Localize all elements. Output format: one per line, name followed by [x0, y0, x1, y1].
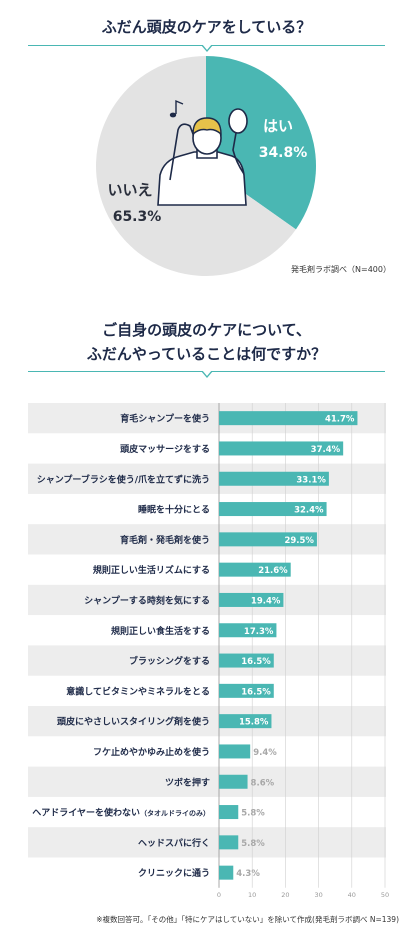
category-label-note: （タオルドライのみ）: [140, 809, 210, 818]
category-label-main: ヘアドライヤーを使わない: [32, 807, 140, 819]
bar: [219, 653, 274, 668]
value-label: 8.6%: [251, 778, 275, 788]
category-label-main: 睡眠を十分にとる: [138, 504, 210, 516]
value-label: 5.8%: [241, 809, 265, 819]
category-label: 育毛シャンプーを使う: [120, 413, 210, 425]
category-label-main: 意識してビタミンやミネラルをとる: [66, 685, 210, 697]
bar-title: ご自身の頭皮のケアについて、 ふだんやっていることは何ですか？: [0, 318, 413, 366]
value-label: 33.1%: [296, 475, 326, 485]
bar: [219, 441, 344, 456]
category-label-main: 育毛シャンプーを使う: [120, 413, 210, 425]
value-label: 9.4%: [253, 748, 277, 758]
value-label: 21.6%: [258, 566, 288, 576]
category-label-main: クリニックに通う: [138, 867, 210, 879]
category-label-main: 規則正しい生活リズムにする: [93, 564, 210, 576]
bar: [219, 623, 277, 638]
bar: [219, 744, 251, 759]
x-tick-label: 20: [281, 891, 289, 899]
value-label: 29.5%: [284, 536, 314, 546]
category-label-main: 頭皮にやさしいスタイリング剤を使う: [57, 716, 210, 728]
category-label: 規則正しい食生活をする: [111, 625, 210, 637]
category-label-main: ブラッシングをする: [129, 655, 210, 667]
bar: [219, 502, 327, 517]
bar: [219, 471, 329, 486]
value-label: 37.4%: [311, 445, 341, 455]
category-label-main: 頭皮マッサージをする: [120, 443, 210, 455]
person-illustration-icon: [157, 99, 248, 206]
category-label: 意識してビタミンやミネラルをとる: [66, 685, 210, 697]
category-label-main: ヘッドスパに行く: [138, 837, 210, 849]
bar: [219, 774, 248, 789]
category-label: フケ止めやかゆみ止めを使う: [93, 746, 210, 758]
pie-label-no: いいえ: [107, 181, 152, 199]
category-label-main: 育毛剤・発毛剤を使う: [120, 534, 210, 546]
category-label-main: シャンプーブラシを使う/爪を立てずに洗う: [37, 473, 210, 485]
value-label: 5.8%: [241, 839, 265, 849]
bar: [219, 714, 272, 729]
pie-label-yes: はい: [263, 117, 293, 135]
value-label: 16.5%: [241, 657, 271, 667]
row-background: [28, 524, 386, 555]
bar: [219, 865, 234, 880]
value-label: 16.5%: [241, 687, 271, 697]
x-tick-label: 10: [248, 891, 256, 899]
category-label-main: 規則正しい食生活をする: [111, 625, 210, 637]
category-label-main: シャンプーする時刻を気にする: [84, 594, 210, 606]
category-label: ヘアドライヤーを使わない（タオルドライのみ）: [32, 807, 210, 819]
x-tick-label: 40: [348, 891, 356, 899]
category-label-main: ツボを押す: [165, 776, 210, 788]
bar: [219, 532, 317, 547]
footnote: ※複数回答可。「その他」「特にケアはしていない」を除いて作成(発毛剤ラボ調べ N…: [96, 915, 399, 924]
bar: [219, 835, 239, 850]
value-label: 19.4%: [251, 596, 281, 606]
row-background: [28, 645, 386, 676]
x-tick-label: 0: [217, 891, 221, 899]
bar-title-line1: ご自身の頭皮のケアについて、: [102, 321, 311, 339]
pie-slice-yes: [206, 56, 316, 230]
category-label: 睡眠を十分にとる: [138, 504, 210, 516]
bar-title-line2: ふだんやっていることは何ですか？: [86, 345, 327, 363]
pie-chart: はい 34.8% いいえ 65.3%: [95, 56, 316, 276]
row-background: [28, 584, 386, 616]
source-note: 発毛剤ラボ調べ（N=400）: [291, 265, 391, 274]
value-label: 41.7%: [325, 415, 355, 425]
value-label: 4.3%: [236, 869, 260, 879]
bar: [219, 683, 274, 698]
category-label: 規則正しい生活リズムにする: [93, 564, 210, 576]
row-background: [28, 827, 386, 858]
bar: [219, 411, 358, 426]
row-background: [28, 463, 386, 494]
category-label: シャンプーする時刻を気にする: [84, 594, 210, 606]
category-label: 頭皮マッサージをする: [120, 443, 210, 455]
value-label: 32.4%: [294, 506, 324, 516]
value-label: 15.8%: [239, 718, 269, 728]
category-label: クリニックに通う: [138, 867, 210, 879]
bar: [219, 805, 239, 820]
x-tick-label: 30: [314, 891, 322, 899]
row-background: [28, 706, 386, 737]
row-background: [28, 766, 386, 797]
category-label: ブラッシングをする: [129, 655, 210, 667]
category-label: シャンプーブラシを使う/爪を立てずに洗う: [37, 473, 210, 485]
title-rule-notch: [201, 44, 213, 52]
value-label: 17.3%: [244, 627, 274, 637]
title-rule-notch-bottom: [201, 370, 213, 378]
pie-title: ふだん頭皮のケアをしている？: [101, 18, 312, 36]
category-label: ヘッドスパに行く: [138, 837, 210, 849]
bar: [219, 592, 284, 607]
row-background: [28, 403, 386, 434]
x-tick-label: 50: [381, 891, 389, 899]
category-label-main: フケ止めやかゆみ止めを使う: [93, 746, 210, 758]
pie-value-no: 65.3%: [113, 209, 162, 225]
pie-value-yes: 34.8%: [259, 145, 308, 161]
bar: [219, 562, 291, 577]
category-label: ツボを押す: [165, 776, 210, 788]
category-label: 育毛剤・発毛剤を使う: [120, 534, 210, 546]
category-label: 頭皮にやさしいスタイリング剤を使う: [57, 716, 210, 728]
